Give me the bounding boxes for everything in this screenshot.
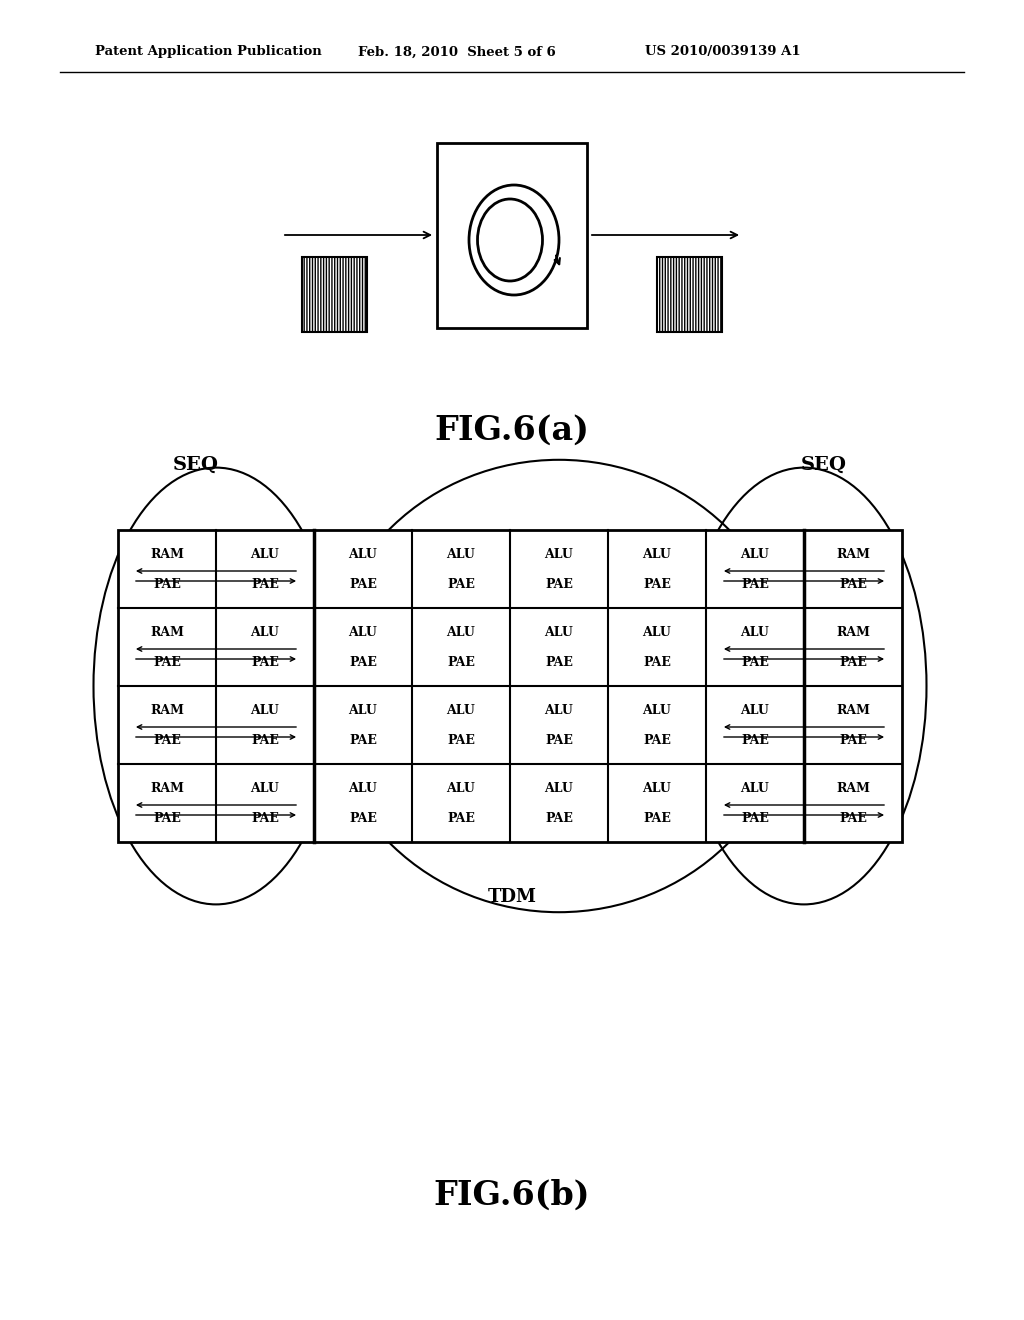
Text: ALU: ALU bbox=[348, 705, 378, 718]
Text: RAM: RAM bbox=[151, 783, 184, 796]
Text: ALU: ALU bbox=[643, 705, 672, 718]
Text: ALU: ALU bbox=[545, 627, 573, 639]
Bar bbox=[118, 531, 902, 842]
Text: ALU: ALU bbox=[251, 627, 280, 639]
Text: FIG.6(b): FIG.6(b) bbox=[434, 1179, 590, 1212]
Text: PAE: PAE bbox=[153, 578, 181, 591]
Text: ALU: ALU bbox=[446, 783, 475, 796]
Text: PAE: PAE bbox=[839, 734, 867, 747]
Text: PAE: PAE bbox=[153, 656, 181, 669]
Text: RAM: RAM bbox=[836, 783, 870, 796]
Text: RAM: RAM bbox=[836, 705, 870, 718]
Text: FIG.6(a): FIG.6(a) bbox=[434, 413, 590, 446]
Text: RAM: RAM bbox=[151, 549, 184, 561]
Text: ALU: ALU bbox=[446, 627, 475, 639]
Text: PAE: PAE bbox=[741, 578, 769, 591]
Text: PAE: PAE bbox=[251, 656, 279, 669]
Text: Patent Application Publication: Patent Application Publication bbox=[95, 45, 322, 58]
Text: RAM: RAM bbox=[151, 627, 184, 639]
Text: ALU: ALU bbox=[740, 549, 769, 561]
Text: PAE: PAE bbox=[251, 734, 279, 747]
Text: PAE: PAE bbox=[349, 656, 377, 669]
Text: PAE: PAE bbox=[643, 656, 671, 669]
Text: PAE: PAE bbox=[447, 813, 475, 825]
Text: US 2010/0039139 A1: US 2010/0039139 A1 bbox=[645, 45, 801, 58]
Text: PAE: PAE bbox=[741, 656, 769, 669]
Bar bbox=[302, 257, 367, 333]
Text: ALU: ALU bbox=[740, 705, 769, 718]
Text: Feb. 18, 2010  Sheet 5 of 6: Feb. 18, 2010 Sheet 5 of 6 bbox=[358, 45, 556, 58]
Text: PAE: PAE bbox=[839, 578, 867, 591]
Text: ALU: ALU bbox=[740, 627, 769, 639]
Text: PAE: PAE bbox=[447, 578, 475, 591]
Text: PAE: PAE bbox=[839, 656, 867, 669]
Text: PAE: PAE bbox=[643, 578, 671, 591]
Text: PAE: PAE bbox=[447, 656, 475, 669]
Bar bbox=[657, 257, 722, 333]
Text: ALU: ALU bbox=[251, 705, 280, 718]
Text: ALU: ALU bbox=[545, 783, 573, 796]
Text: PAE: PAE bbox=[545, 578, 573, 591]
Text: ALU: ALU bbox=[348, 627, 378, 639]
Text: RAM: RAM bbox=[151, 705, 184, 718]
Text: PAE: PAE bbox=[349, 578, 377, 591]
Text: ALU: ALU bbox=[446, 549, 475, 561]
Text: SEQ: SEQ bbox=[801, 455, 847, 474]
Text: PAE: PAE bbox=[545, 734, 573, 747]
Text: ALU: ALU bbox=[348, 783, 378, 796]
Text: PAE: PAE bbox=[643, 813, 671, 825]
Text: ALU: ALU bbox=[643, 549, 672, 561]
Text: PAE: PAE bbox=[153, 734, 181, 747]
Text: ALU: ALU bbox=[348, 549, 378, 561]
Text: RAM: RAM bbox=[836, 627, 870, 639]
Text: PAE: PAE bbox=[839, 813, 867, 825]
Text: ALU: ALU bbox=[251, 783, 280, 796]
Text: PAE: PAE bbox=[251, 578, 279, 591]
Text: ALU: ALU bbox=[643, 783, 672, 796]
Text: PAE: PAE bbox=[741, 813, 769, 825]
Text: ALU: ALU bbox=[446, 705, 475, 718]
Text: PAE: PAE bbox=[349, 734, 377, 747]
Text: PAE: PAE bbox=[349, 813, 377, 825]
Bar bbox=[437, 143, 587, 327]
Text: PAE: PAE bbox=[251, 813, 279, 825]
Text: PAE: PAE bbox=[153, 813, 181, 825]
Text: PAE: PAE bbox=[447, 734, 475, 747]
Text: PAE: PAE bbox=[741, 734, 769, 747]
Text: RAM: RAM bbox=[836, 549, 870, 561]
Text: TDM: TDM bbox=[487, 888, 537, 906]
Text: PAE: PAE bbox=[545, 656, 573, 669]
Text: ALU: ALU bbox=[545, 549, 573, 561]
Text: SEQ: SEQ bbox=[173, 455, 219, 474]
Text: ALU: ALU bbox=[251, 549, 280, 561]
Text: ALU: ALU bbox=[643, 627, 672, 639]
Text: ALU: ALU bbox=[740, 783, 769, 796]
Text: ALU: ALU bbox=[545, 705, 573, 718]
Text: PAE: PAE bbox=[545, 813, 573, 825]
Text: PAE: PAE bbox=[643, 734, 671, 747]
